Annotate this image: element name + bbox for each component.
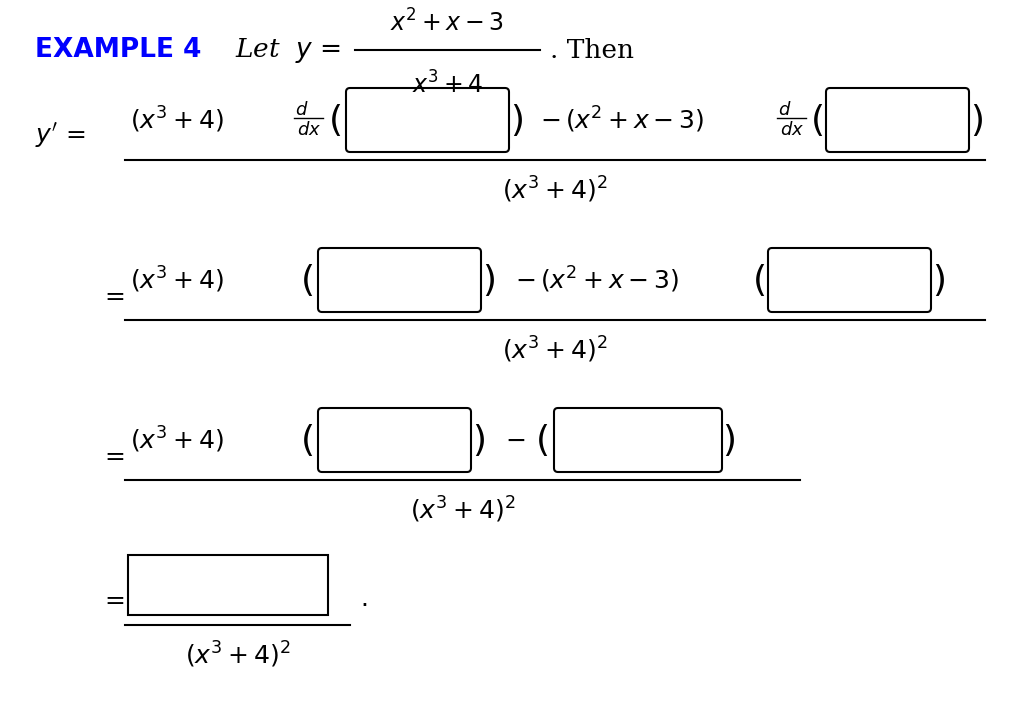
Text: $)$: $)$ <box>482 262 495 298</box>
Text: . Then: . Then <box>550 37 634 62</box>
Text: EXAMPLE 4: EXAMPLE 4 <box>35 37 201 63</box>
Text: $-$: $-$ <box>505 428 526 451</box>
Text: $(x^3 + 4)^2$: $(x^3 + 4)^2$ <box>502 335 608 365</box>
Text: $x^2 + x - 3$: $x^2 + x - 3$ <box>391 10 504 37</box>
Text: $(x^3 + 4)^2$: $(x^3 + 4)^2$ <box>410 495 516 525</box>
Text: $y'$ =: $y'$ = <box>35 121 85 149</box>
Text: $(x^3 + 4)$: $(x^3 + 4)$ <box>130 105 224 135</box>
Text: $-$: $-$ <box>540 109 560 132</box>
Text: $dx$: $dx$ <box>297 121 321 139</box>
Text: $=$: $=$ <box>100 443 125 466</box>
FancyBboxPatch shape <box>318 408 471 472</box>
Text: $)$: $)$ <box>932 262 945 298</box>
Text: $(x^3 + 4)^2$: $(x^3 + 4)^2$ <box>502 175 608 205</box>
Text: $x^3 + 4$: $x^3 + 4$ <box>412 71 483 98</box>
Text: $dx$: $dx$ <box>780 121 804 139</box>
Text: $(x^3 + 4)^2$: $(x^3 + 4)^2$ <box>185 640 290 670</box>
Text: $(x^3 + 4)$: $(x^3 + 4)$ <box>130 425 224 455</box>
Text: $(x^3 + 4)$: $(x^3 + 4)$ <box>130 265 224 295</box>
Text: $)$: $)$ <box>472 422 485 458</box>
Text: $(x^2 + x - 3)$: $(x^2 + x - 3)$ <box>540 265 679 295</box>
Text: $($: $($ <box>810 102 823 138</box>
FancyBboxPatch shape <box>826 88 969 152</box>
FancyBboxPatch shape <box>554 408 722 472</box>
Text: $($: $($ <box>752 262 765 298</box>
Text: $($: $($ <box>328 102 341 138</box>
Text: $)$: $)$ <box>970 102 982 138</box>
Bar <box>128 555 328 615</box>
Text: $d$: $d$ <box>295 101 308 119</box>
Text: $=$: $=$ <box>100 284 125 307</box>
Text: $($: $($ <box>300 262 313 298</box>
Text: $.$: $.$ <box>360 588 367 611</box>
FancyBboxPatch shape <box>346 88 508 152</box>
Text: $=$: $=$ <box>100 588 125 611</box>
Text: $-$: $-$ <box>515 269 535 292</box>
FancyBboxPatch shape <box>318 248 481 312</box>
FancyBboxPatch shape <box>768 248 931 312</box>
Text: $(x^2 + x - 3)$: $(x^2 + x - 3)$ <box>565 105 704 135</box>
Text: $)$: $)$ <box>722 422 735 458</box>
Text: $d$: $d$ <box>778 101 791 119</box>
Text: $)$: $)$ <box>510 102 523 138</box>
Text: Let  $y$ =: Let $y$ = <box>235 36 341 64</box>
Text: $($: $($ <box>535 422 548 458</box>
Text: $($: $($ <box>300 422 313 458</box>
